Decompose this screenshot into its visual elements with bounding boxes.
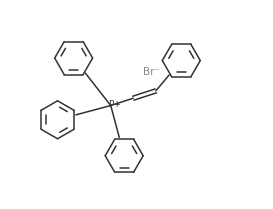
Text: P+: P+ [108, 100, 121, 109]
Text: Br⁻: Br⁻ [144, 66, 161, 76]
